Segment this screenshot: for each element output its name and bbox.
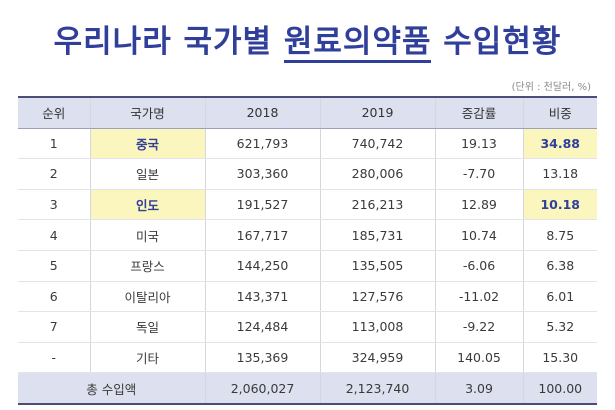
cell-2019: 113,008: [319, 311, 435, 343]
cell-2018: 191,527: [204, 189, 320, 221]
cell-2018: 167,717: [204, 219, 320, 251]
cell-change: -7.70: [434, 158, 523, 190]
cell-2019: 135,505: [319, 250, 435, 282]
cell-2018: 143,371: [204, 281, 320, 313]
cell-change: 19.13: [434, 128, 523, 160]
title-highlight: 원료의약품: [283, 26, 432, 63]
table-row: 1 중국 621,793 740,742 19.13 34.88: [18, 128, 597, 160]
header-rank: 순위: [18, 95, 90, 129]
cell-change: -9.22: [434, 311, 523, 343]
header-country: 국가명: [89, 95, 205, 129]
cell-2019: 280,006: [319, 158, 435, 190]
cell-country: 독일: [89, 311, 205, 343]
title-area: 우리나라 국가별 원료의약품 수입현황: [0, 16, 615, 63]
total-share: 100.00: [522, 372, 597, 405]
cell-rank: 7: [18, 311, 90, 343]
cell-2019: 324,959: [319, 342, 435, 374]
header-change: 증감률: [434, 95, 523, 129]
cell-country: 미국: [89, 219, 205, 251]
unit-note: (단위 : 천달러, %): [511, 82, 591, 93]
total-2018: 2,060,027: [204, 372, 320, 405]
header-2019: 2019: [319, 95, 435, 129]
cell-share: 6.01: [522, 281, 597, 313]
cell-change: 10.74: [434, 219, 523, 251]
table-row: 5 프랑스 144,250 135,505 -6.06 6.38: [18, 250, 597, 282]
cell-2019: 185,731: [319, 219, 435, 251]
cell-rank: 6: [18, 281, 90, 313]
total-label: 총 수입액: [18, 372, 205, 405]
cell-change: -6.06: [434, 250, 523, 282]
cell-2018: 124,484: [204, 311, 320, 343]
cell-share: 5.32: [522, 311, 597, 343]
cell-share: 10.18: [522, 189, 597, 221]
cell-share: 8.75: [522, 219, 597, 251]
table-header-row: 순위 국가명 2018 2019 증감률 비중: [18, 95, 597, 129]
cell-change: 12.89: [434, 189, 523, 221]
cell-rank: 1: [18, 128, 90, 160]
table-row: - 기타 135,369 324,959 140.05 15.30: [18, 342, 597, 374]
title-suffix: 수입현황: [431, 24, 562, 60]
cell-change: 140.05: [434, 342, 523, 374]
cell-share: 6.38: [522, 250, 597, 282]
cell-2019: 740,742: [319, 128, 435, 160]
cell-2018: 303,360: [204, 158, 320, 190]
cell-2018: 144,250: [204, 250, 320, 282]
cell-share: 15.30: [522, 342, 597, 374]
table-row: 2 일본 303,360 280,006 -7.70 13.18: [18, 158, 597, 190]
import-table: 순위 국가명 2018 2019 증감률 비중 1 중국 621,793 740…: [18, 95, 597, 405]
table-row: 4 미국 167,717 185,731 10.74 8.75: [18, 219, 597, 251]
table-total-row: 총 수입액 2,060,027 2,123,740 3.09 100.00: [18, 372, 597, 405]
cell-country: 프랑스: [89, 250, 205, 282]
header-2018: 2018: [204, 95, 320, 129]
cell-2018: 135,369: [204, 342, 320, 374]
table-row: 7 독일 124,484 113,008 -9.22 5.32: [18, 311, 597, 343]
table-row: 6 이탈리아 143,371 127,576 -11.02 6.01: [18, 281, 597, 313]
title-prefix: 우리나라 국가별: [53, 24, 284, 60]
table-row: 3 인도 191,527 216,213 12.89 10.18: [18, 189, 597, 221]
cell-country: 인도: [89, 189, 205, 221]
cell-share: 34.88: [522, 128, 597, 160]
cell-2018: 621,793: [204, 128, 320, 160]
cell-rank: 3: [18, 189, 90, 221]
total-2019: 2,123,740: [319, 372, 435, 405]
cell-2019: 216,213: [319, 189, 435, 221]
cell-country: 기타: [89, 342, 205, 374]
cell-share: 13.18: [522, 158, 597, 190]
cell-rank: 2: [18, 158, 90, 190]
page-title: 우리나라 국가별 원료의약품 수입현황: [54, 16, 562, 63]
cell-country: 이탈리아: [89, 281, 205, 313]
cell-rank: -: [18, 342, 90, 374]
cell-country: 일본: [89, 158, 205, 190]
total-change: 3.09: [434, 372, 523, 405]
cell-country: 중국: [89, 128, 205, 160]
cell-change: -11.02: [434, 281, 523, 313]
cell-rank: 4: [18, 219, 90, 251]
header-share: 비중: [522, 95, 597, 129]
cell-rank: 5: [18, 250, 90, 282]
cell-2019: 127,576: [319, 281, 435, 313]
